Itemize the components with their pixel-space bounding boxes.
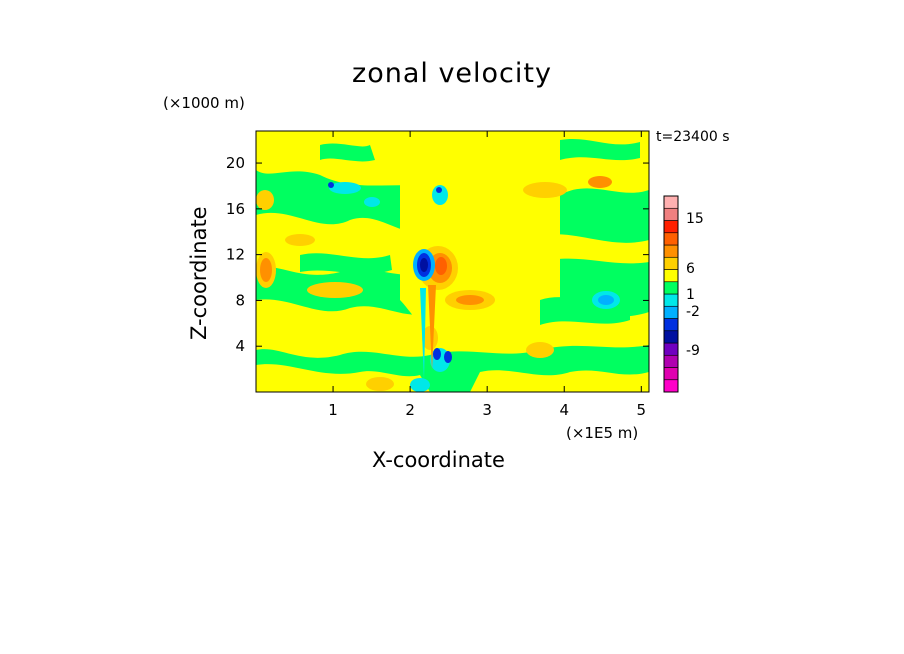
colorbar-swatch (663, 256, 679, 270)
y-tick-label: 16 (226, 200, 245, 218)
x-tick-label: 1 (328, 401, 338, 419)
x-axis-label: X-coordinate (372, 448, 505, 472)
colorbar-swatch (663, 330, 679, 344)
plot-frame (255, 130, 650, 393)
colorbar-swatch (663, 269, 679, 283)
colorbar-swatch (663, 207, 679, 221)
colorbar-swatch (663, 318, 679, 332)
y-tick-label: 12 (226, 246, 245, 264)
colorbar-tick-label: 15 (686, 211, 704, 227)
y-tick-label: 8 (235, 291, 245, 309)
velocity-field (256, 131, 649, 392)
colorbar-swatch (663, 220, 679, 234)
colorbar-swatch (663, 367, 679, 381)
colorbar-swatch (663, 305, 679, 319)
x-tick-label: 3 (482, 401, 492, 419)
colorbar-tick-label: 6 (686, 261, 695, 277)
colorbar-tick-label: -9 (686, 343, 700, 359)
colorbar-swatch (663, 232, 679, 246)
x-tick-label: 2 (405, 401, 415, 419)
colorbar-swatch (663, 342, 679, 356)
x-axis-unit: (×1E5 m) (566, 424, 639, 442)
colorbar-swatch (663, 281, 679, 295)
y-tick-label: 4 (235, 337, 245, 355)
colorbar-swatch (663, 293, 679, 307)
colorbar-swatch (663, 354, 679, 368)
colorbar-swatch (663, 244, 679, 258)
colorbar-swatch (663, 379, 679, 393)
time-label: t=23400 s (656, 129, 730, 145)
colorbar-tick-label: -2 (686, 304, 700, 320)
colorbar-frame (663, 195, 679, 393)
x-tick-label: 5 (637, 401, 647, 419)
x-tick-label: 4 (559, 401, 569, 419)
colorbar: 15 6 1-2 -9 (663, 195, 704, 393)
chart-title: zonal velocity (352, 58, 552, 89)
colorbar-swatch (663, 195, 679, 209)
y-axis-unit: (×1000 m) (163, 94, 245, 112)
y-tick-label: 20 (226, 154, 245, 172)
colorbar-tick-label: 1 (686, 287, 695, 303)
